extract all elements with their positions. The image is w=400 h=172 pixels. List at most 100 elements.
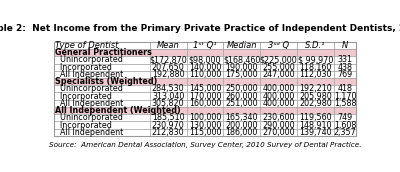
Bar bbox=[150, 100, 186, 107]
Bar bbox=[150, 85, 186, 93]
Text: All Independent: All Independent bbox=[55, 128, 123, 137]
Bar bbox=[150, 121, 186, 129]
Text: $98,000: $98,000 bbox=[189, 55, 221, 64]
Text: 400,000: 400,000 bbox=[262, 92, 295, 101]
Text: 139,740: 139,740 bbox=[299, 128, 332, 137]
Bar bbox=[297, 121, 334, 129]
Text: 250,000: 250,000 bbox=[226, 84, 258, 93]
Text: 290,000: 290,000 bbox=[262, 121, 295, 130]
Text: Unincorporated: Unincorporated bbox=[55, 84, 123, 93]
Text: 1,170: 1,170 bbox=[334, 92, 356, 101]
Text: 400,000: 400,000 bbox=[262, 84, 295, 93]
Bar bbox=[224, 114, 260, 121]
Bar bbox=[260, 100, 297, 107]
Text: S.D.¹: S.D.¹ bbox=[305, 41, 326, 50]
Text: 305,820: 305,820 bbox=[152, 99, 184, 108]
Bar bbox=[54, 78, 150, 85]
Bar bbox=[224, 49, 260, 56]
Bar bbox=[150, 114, 186, 121]
Text: 185,510: 185,510 bbox=[152, 113, 184, 122]
Bar bbox=[186, 42, 224, 49]
Bar bbox=[54, 129, 150, 136]
Text: 1ˢᵗ Q¹: 1ˢᵗ Q¹ bbox=[193, 41, 217, 50]
Bar bbox=[224, 107, 260, 114]
Text: 130,000: 130,000 bbox=[189, 121, 221, 130]
Bar bbox=[186, 121, 224, 129]
Text: 255,000: 255,000 bbox=[262, 63, 295, 72]
Bar bbox=[260, 63, 297, 71]
Text: 270,000: 270,000 bbox=[262, 128, 295, 137]
Text: 212,830: 212,830 bbox=[152, 128, 184, 137]
Text: Unincorporated: Unincorporated bbox=[55, 55, 123, 64]
Bar bbox=[224, 63, 260, 71]
Bar bbox=[150, 107, 186, 114]
Text: 148,910: 148,910 bbox=[299, 121, 332, 130]
Bar bbox=[150, 93, 186, 100]
Text: 170,000: 170,000 bbox=[189, 92, 221, 101]
Text: 186,000: 186,000 bbox=[226, 128, 258, 137]
Text: 140,000: 140,000 bbox=[189, 63, 221, 72]
Text: 749: 749 bbox=[338, 113, 353, 122]
Text: 160,000: 160,000 bbox=[189, 99, 221, 108]
Bar bbox=[260, 114, 297, 121]
Bar bbox=[334, 63, 356, 71]
Bar bbox=[224, 121, 260, 129]
Bar bbox=[297, 129, 334, 136]
Text: 118,160: 118,160 bbox=[299, 63, 332, 72]
Text: Incorporated: Incorporated bbox=[55, 63, 112, 72]
Bar bbox=[260, 56, 297, 63]
Text: 115,000: 115,000 bbox=[189, 128, 221, 137]
Bar bbox=[260, 49, 297, 56]
Bar bbox=[334, 121, 356, 129]
Text: 192,210: 192,210 bbox=[299, 84, 332, 93]
Text: 230,970: 230,970 bbox=[152, 121, 184, 130]
Text: Incorporated: Incorporated bbox=[55, 121, 112, 130]
Text: 230,600: 230,600 bbox=[262, 113, 295, 122]
Bar bbox=[334, 114, 356, 121]
Text: Table 2:  Net Income from the Primary Private Practice of Independent Dentists, : Table 2: Net Income from the Primary Pri… bbox=[0, 24, 400, 33]
Bar bbox=[150, 49, 186, 56]
Bar bbox=[297, 78, 334, 85]
Bar bbox=[54, 56, 150, 63]
Text: 200,000: 200,000 bbox=[226, 121, 258, 130]
Bar bbox=[186, 100, 224, 107]
Text: 260,000: 260,000 bbox=[226, 92, 258, 101]
Bar bbox=[297, 42, 334, 49]
Bar bbox=[224, 78, 260, 85]
Bar bbox=[186, 71, 224, 78]
Bar bbox=[297, 107, 334, 114]
Text: 110,000: 110,000 bbox=[189, 70, 221, 79]
Bar bbox=[186, 56, 224, 63]
Bar bbox=[150, 56, 186, 63]
Bar bbox=[260, 71, 297, 78]
Text: $ 99,970: $ 99,970 bbox=[298, 55, 333, 64]
Bar bbox=[54, 42, 150, 49]
Bar bbox=[260, 85, 297, 93]
Text: N: N bbox=[342, 41, 348, 50]
Bar bbox=[54, 71, 150, 78]
Text: 438: 438 bbox=[338, 63, 352, 72]
Bar bbox=[334, 42, 356, 49]
Bar bbox=[224, 100, 260, 107]
Text: $225,000: $225,000 bbox=[260, 55, 298, 64]
Text: 247,000: 247,000 bbox=[262, 70, 295, 79]
Text: 2,357: 2,357 bbox=[334, 128, 356, 137]
Bar bbox=[334, 129, 356, 136]
Bar bbox=[54, 100, 150, 107]
Text: 418: 418 bbox=[338, 84, 352, 93]
Bar bbox=[54, 114, 150, 121]
Bar bbox=[54, 121, 150, 129]
Bar bbox=[334, 78, 356, 85]
Bar bbox=[260, 121, 297, 129]
Bar bbox=[150, 63, 186, 71]
Text: 3ˢᵈ Q: 3ˢᵈ Q bbox=[268, 41, 289, 50]
Bar bbox=[297, 85, 334, 93]
Text: 313,040: 313,040 bbox=[152, 92, 184, 101]
Bar bbox=[224, 71, 260, 78]
Bar bbox=[334, 100, 356, 107]
Bar bbox=[186, 107, 224, 114]
Text: Unincorporated: Unincorporated bbox=[55, 113, 123, 122]
Text: General Practitioners: General Practitioners bbox=[55, 48, 152, 57]
Text: 165,340: 165,340 bbox=[226, 113, 258, 122]
Text: 207,650: 207,650 bbox=[152, 63, 184, 72]
